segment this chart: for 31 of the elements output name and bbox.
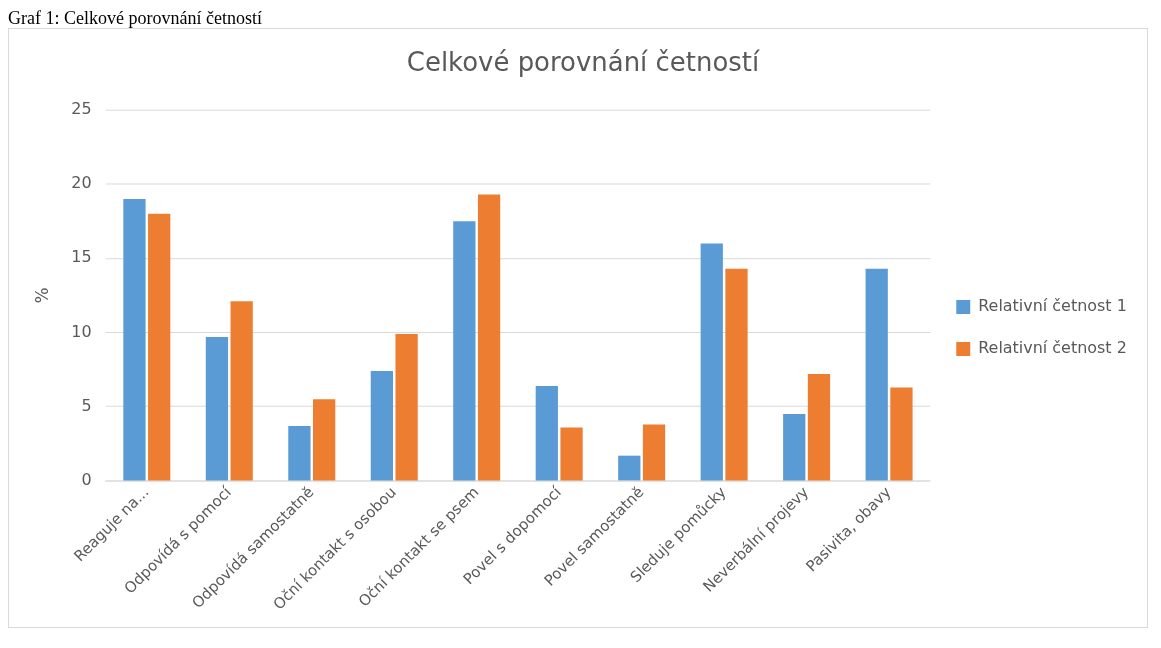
legend-label: Relativní četnost 1	[978, 296, 1127, 316]
bar	[618, 455, 641, 481]
bar	[370, 371, 394, 481]
bar	[123, 198, 146, 481]
bar	[313, 399, 336, 481]
bar	[890, 387, 913, 481]
bar	[288, 425, 311, 481]
y-tick-label: 15	[71, 247, 92, 267]
bar	[700, 243, 723, 481]
bar	[230, 301, 253, 481]
bar	[148, 213, 171, 481]
bar	[205, 336, 229, 481]
y-tick-label: 5	[81, 395, 92, 415]
chart-title: Celkové porovnání četností	[406, 47, 760, 78]
bar	[453, 221, 476, 481]
y-tick-label: 10	[71, 321, 92, 341]
y-tick-label: 25	[71, 99, 92, 119]
bar	[642, 424, 666, 481]
y-tick-label: 20	[71, 173, 92, 193]
bar	[395, 333, 418, 481]
bar	[783, 414, 806, 481]
bar	[807, 374, 831, 481]
bar	[535, 385, 558, 481]
bar	[477, 194, 501, 481]
y-axis-title: %	[31, 287, 52, 304]
bar	[560, 427, 583, 481]
bar	[725, 268, 748, 481]
y-tick-label: 0	[81, 470, 92, 490]
bar	[865, 268, 888, 481]
text: Graf 1: Celkové porovnání četností	[8, 8, 263, 28]
legend-label: Relativní četnost 2	[978, 338, 1127, 358]
